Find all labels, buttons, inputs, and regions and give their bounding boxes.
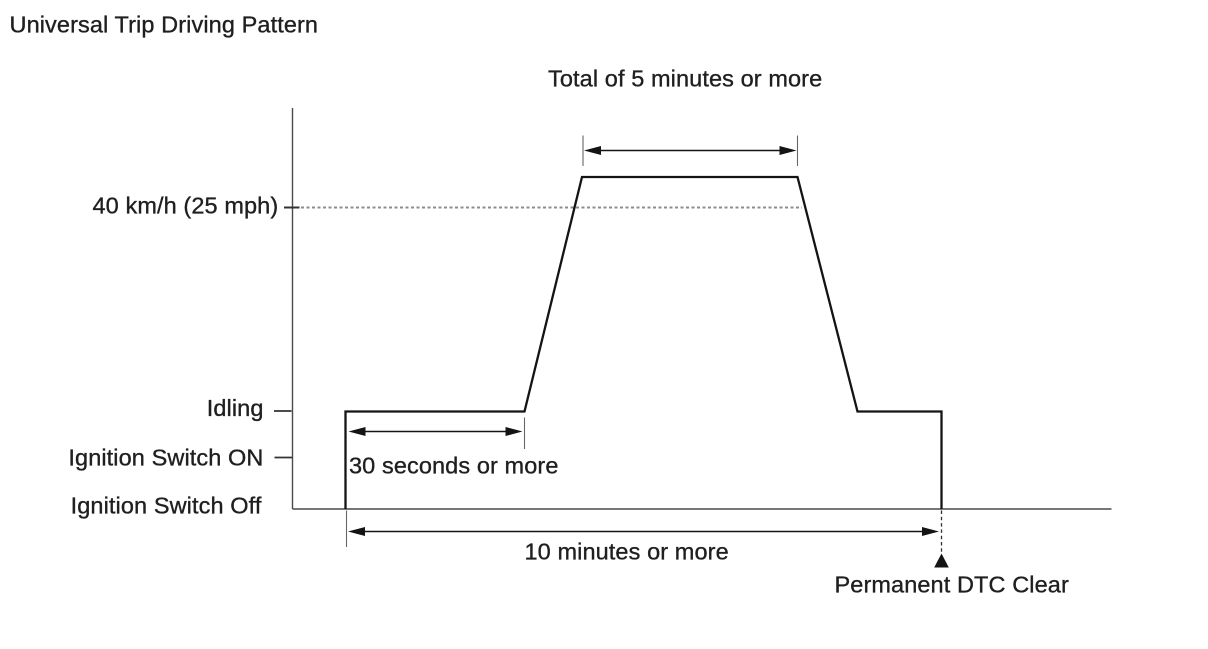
svg-text:Permanent DTC Clear: Permanent DTC Clear (835, 572, 1069, 598)
svg-text:40 km/h (25 mph): 40 km/h (25 mph) (93, 193, 279, 219)
svg-text:Total of 5 minutes or more: Total of 5 minutes or more (548, 66, 822, 92)
svg-text:Ignition Switch Off: Ignition Switch Off (71, 493, 262, 519)
svg-text:30 seconds or more: 30 seconds or more (349, 453, 559, 479)
svg-text:Universal Trip Driving Pattern: Universal Trip Driving Pattern (10, 12, 319, 38)
svg-text:Ignition Switch ON: Ignition Switch ON (68, 445, 263, 471)
svg-text:Idling: Idling (207, 395, 264, 421)
svg-text:10 minutes or more: 10 minutes or more (525, 539, 729, 565)
